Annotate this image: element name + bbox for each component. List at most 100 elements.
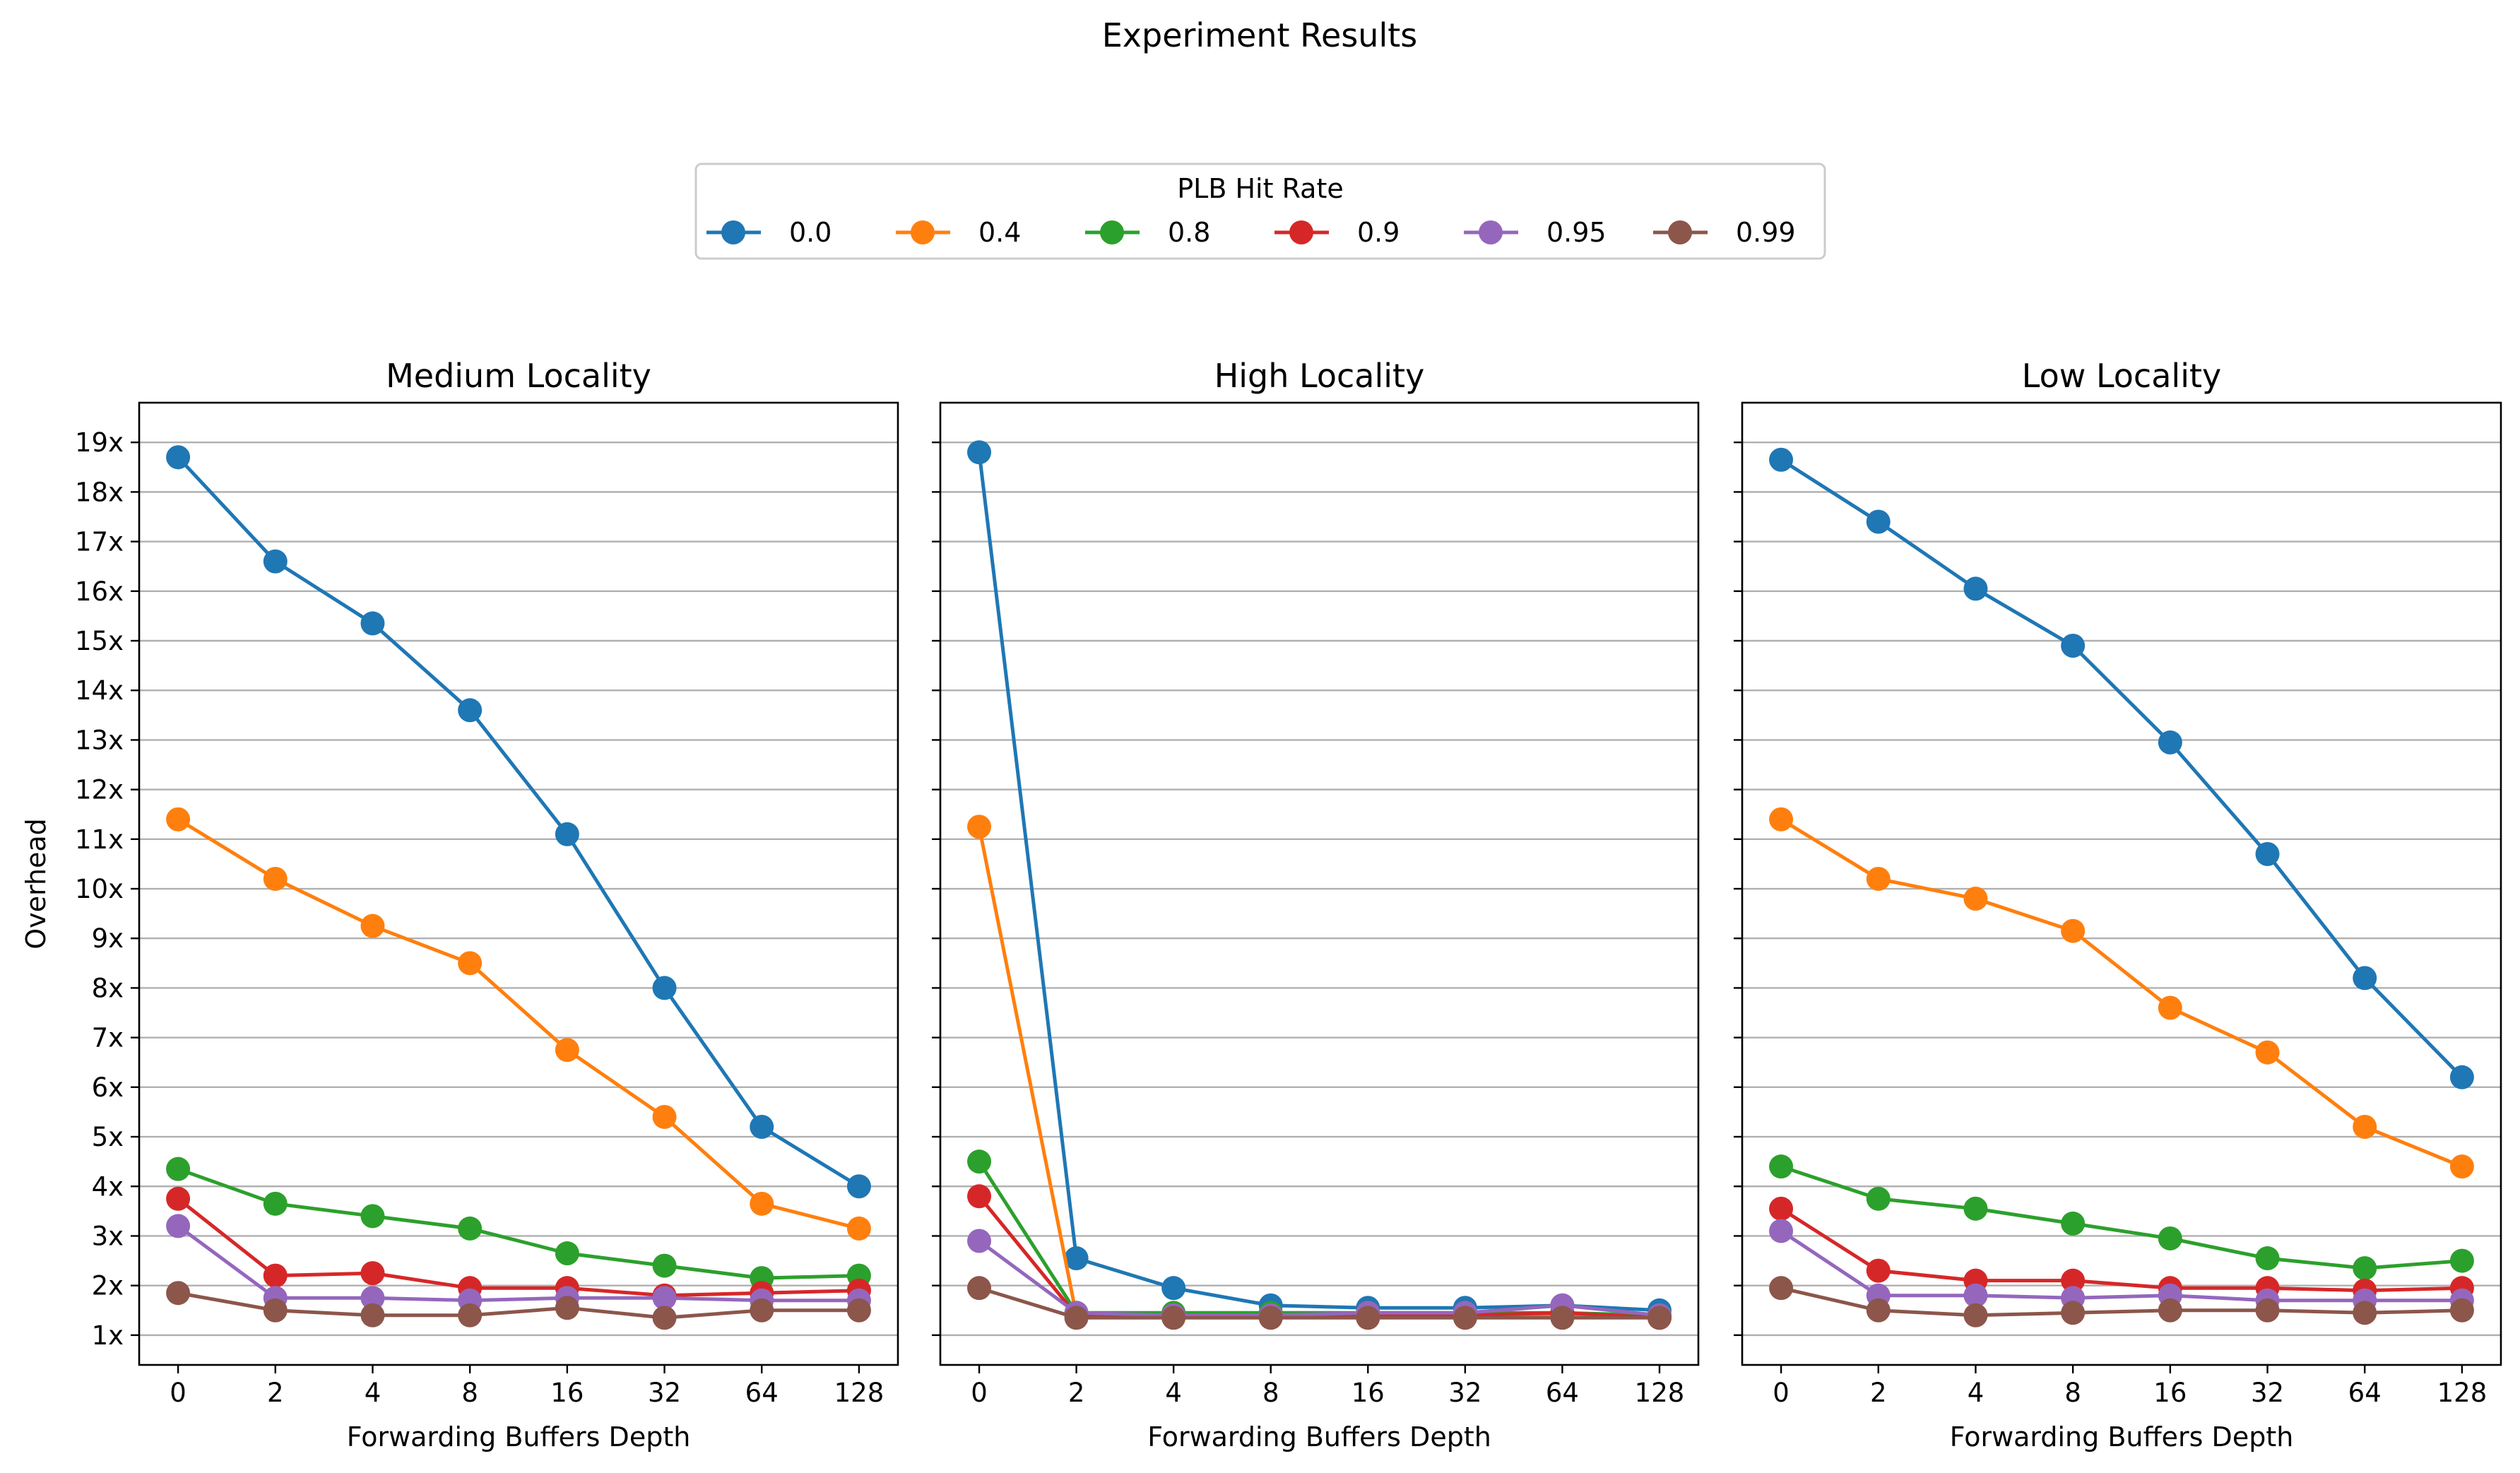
data-point	[2061, 1211, 2086, 1236]
data-point	[1963, 1283, 1988, 1308]
data-point	[1769, 447, 1794, 472]
data-point	[967, 1276, 992, 1301]
data-point	[1769, 1219, 1794, 1243]
data-point	[360, 913, 385, 938]
y-tick-label: 17x	[75, 527, 124, 557]
series-line	[1780, 817, 2463, 1169]
data-point	[2449, 1248, 2474, 1273]
series-line	[978, 1239, 1660, 1318]
x-tick-label: 128	[1635, 1378, 1685, 1408]
data-point	[652, 1286, 677, 1311]
x-tick-label: 16	[2153, 1378, 2187, 1408]
x-tick-label: 8	[461, 1378, 478, 1408]
y-tick-label: 7x	[92, 1023, 124, 1053]
y-tick-label: 12x	[75, 775, 124, 805]
data-point	[1769, 807, 1794, 832]
y-tick-label: 19x	[75, 427, 124, 458]
data-point	[1550, 1306, 1575, 1330]
y-tick-label: 4x	[92, 1171, 124, 1202]
y-tick-label: 8x	[92, 973, 124, 1003]
data-point	[458, 1303, 483, 1327]
series-line	[177, 1167, 859, 1280]
panel-title: High Locality	[1214, 357, 1425, 395]
data-point	[967, 1184, 992, 1209]
x-tick-label: 2	[267, 1378, 284, 1408]
legend-label-0: 0.0	[789, 217, 832, 248]
data-point	[360, 1286, 385, 1311]
data-point	[2449, 1065, 2474, 1089]
data-point	[2061, 634, 2086, 658]
data-point	[2061, 1268, 2086, 1293]
y-tick-label: 13x	[75, 725, 124, 755]
data-point	[1064, 1306, 1089, 1330]
data-point	[967, 1149, 992, 1174]
data-point	[2255, 1298, 2280, 1323]
data-point	[2158, 730, 2182, 755]
panel-2: 0 2 4 8 16 32 64 128 Low Locality Forwarding Buff…	[1734, 357, 2502, 1453]
data-point	[555, 1241, 579, 1266]
panel-title: Medium Locality	[386, 357, 651, 395]
data-point	[1356, 1306, 1380, 1330]
series-line	[1780, 1229, 2462, 1303]
data-point	[555, 1296, 579, 1320]
data-point	[360, 1303, 385, 1327]
data-point	[263, 1263, 288, 1288]
y-tick-label: 10x	[75, 874, 124, 904]
legend-marker-3	[1289, 220, 1313, 244]
data-point	[1866, 1186, 1891, 1211]
data-point	[263, 1298, 288, 1323]
series-line	[1780, 1207, 2462, 1293]
figure-title: Experiment Results	[1102, 16, 1418, 54]
legend-label-2: 0.8	[1168, 217, 1210, 248]
data-point	[2353, 1256, 2377, 1281]
x-tick-label: 0	[170, 1378, 187, 1408]
data-point	[166, 1186, 191, 1211]
x-tick-label: 4	[1165, 1378, 1182, 1408]
data-point	[166, 445, 191, 470]
x-tick-label: 64	[1546, 1378, 1579, 1408]
data-point	[166, 1214, 191, 1238]
data-point	[1161, 1306, 1186, 1330]
legend-marker-1	[911, 220, 935, 244]
y-tick-label: 5x	[92, 1122, 124, 1152]
data-point	[166, 807, 191, 832]
data-point	[652, 1104, 677, 1129]
x-tick-label: 128	[834, 1378, 885, 1408]
data-point	[846, 1216, 871, 1241]
series-line	[177, 1197, 859, 1298]
data-point	[750, 1298, 774, 1323]
data-point	[2061, 918, 2086, 943]
x-tick-label: 16	[1351, 1378, 1385, 1408]
panel-title: Low Locality	[2022, 357, 2221, 395]
data-point	[263, 1191, 288, 1216]
data-point	[2449, 1154, 2474, 1179]
y-tick-label: 11x	[75, 824, 124, 855]
data-point	[2158, 1226, 2182, 1250]
data-point	[1453, 1306, 1477, 1330]
legend-marker-5	[1668, 220, 1692, 244]
data-point	[1963, 1196, 1988, 1221]
data-point	[1769, 1276, 1794, 1301]
panel-1: 0 2 4 8 16 32 64 128 High Locality Forwarding Buf…	[932, 357, 1700, 1453]
data-point	[2255, 1246, 2280, 1271]
legend-marker-4	[1479, 220, 1503, 244]
data-point	[652, 1306, 677, 1330]
legend-label-3: 0.9	[1357, 217, 1400, 248]
legend-items: 0.0 0.4 0.8 0.9 0.95 0.99	[706, 217, 1796, 248]
data-point	[846, 1298, 871, 1323]
y-tick-label: 2x	[92, 1271, 124, 1301]
series-0.99	[967, 1276, 1672, 1330]
data-point	[458, 951, 483, 976]
x-tick-label: 4	[365, 1378, 381, 1408]
x-tick-label: 2	[1870, 1378, 1887, 1408]
x-axis-label: Forwarding Buffers Depth	[1147, 1421, 1491, 1453]
series-0.8	[1769, 1154, 2474, 1281]
data-point	[967, 440, 992, 465]
data-point	[967, 1229, 992, 1253]
data-point	[458, 1216, 483, 1241]
data-point	[1963, 576, 1988, 601]
series-line	[978, 1286, 1660, 1320]
panel-0: 1x 2x 3x 4x 5x 6x 7x 8x 9x 10x 11x 12x 13x 14x 15x 16x 1…	[20, 357, 899, 1453]
data-point	[2158, 1298, 2182, 1323]
